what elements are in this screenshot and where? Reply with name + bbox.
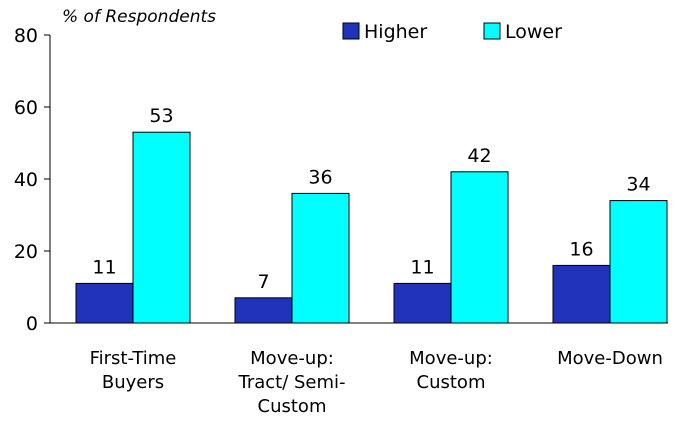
- legend-swatch-lower: [483, 22, 501, 40]
- bar-higher-1: [234, 297, 293, 324]
- bar-lower-3: [609, 200, 668, 324]
- data-label-higher-3: 16: [569, 238, 593, 260]
- y-tick-label: 60: [14, 97, 38, 119]
- y-tick-label: 0: [26, 313, 38, 335]
- legend-label-lower: Lower: [505, 21, 562, 43]
- legend: Higher Lower: [342, 21, 562, 43]
- x-axis: First-Time Buyers Move-up: Tract/ Semi- Cust…: [50, 322, 668, 417]
- data-label-lower-0: 53: [149, 105, 173, 127]
- bars: 11 53 7 36 11 42 16 34: [75, 105, 668, 324]
- legend-swatch-higher: [342, 22, 360, 40]
- data-label-higher-1: 7: [257, 271, 269, 293]
- bar-lower-1: [291, 192, 350, 324]
- category-label-1: Tract/ Semi-: [237, 372, 345, 393]
- data-label-lower-3: 34: [626, 174, 650, 196]
- legend-label-higher: Higher: [364, 21, 427, 43]
- y-axis-label: % of Respondents: [62, 7, 216, 27]
- bar-lower-2: [450, 171, 509, 324]
- y-tick-label: 20: [14, 241, 38, 263]
- data-label-lower-2: 42: [467, 145, 491, 167]
- data-label-higher-0: 11: [92, 256, 116, 278]
- bar-higher-2: [393, 282, 452, 324]
- category-label-0: Buyers: [102, 372, 164, 393]
- bar-lower-0: [132, 131, 191, 324]
- y-tick-label: 40: [14, 169, 38, 191]
- bar-higher-3: [552, 264, 611, 324]
- category-label-2: Custom: [417, 372, 486, 393]
- category-label-2: Move-up:: [409, 348, 493, 369]
- category-label-1: Custom: [258, 396, 327, 417]
- data-label-higher-2: 11: [410, 256, 434, 278]
- y-axis: 0 20 40 60 80: [14, 25, 51, 335]
- category-label-3: Move-Down: [557, 348, 663, 369]
- data-label-lower-1: 36: [308, 166, 332, 188]
- category-label-0: First-Time: [90, 348, 177, 369]
- bar-higher-0: [75, 282, 134, 324]
- category-label-1: Move-up:: [250, 348, 334, 369]
- y-tick-label: 80: [14, 25, 38, 47]
